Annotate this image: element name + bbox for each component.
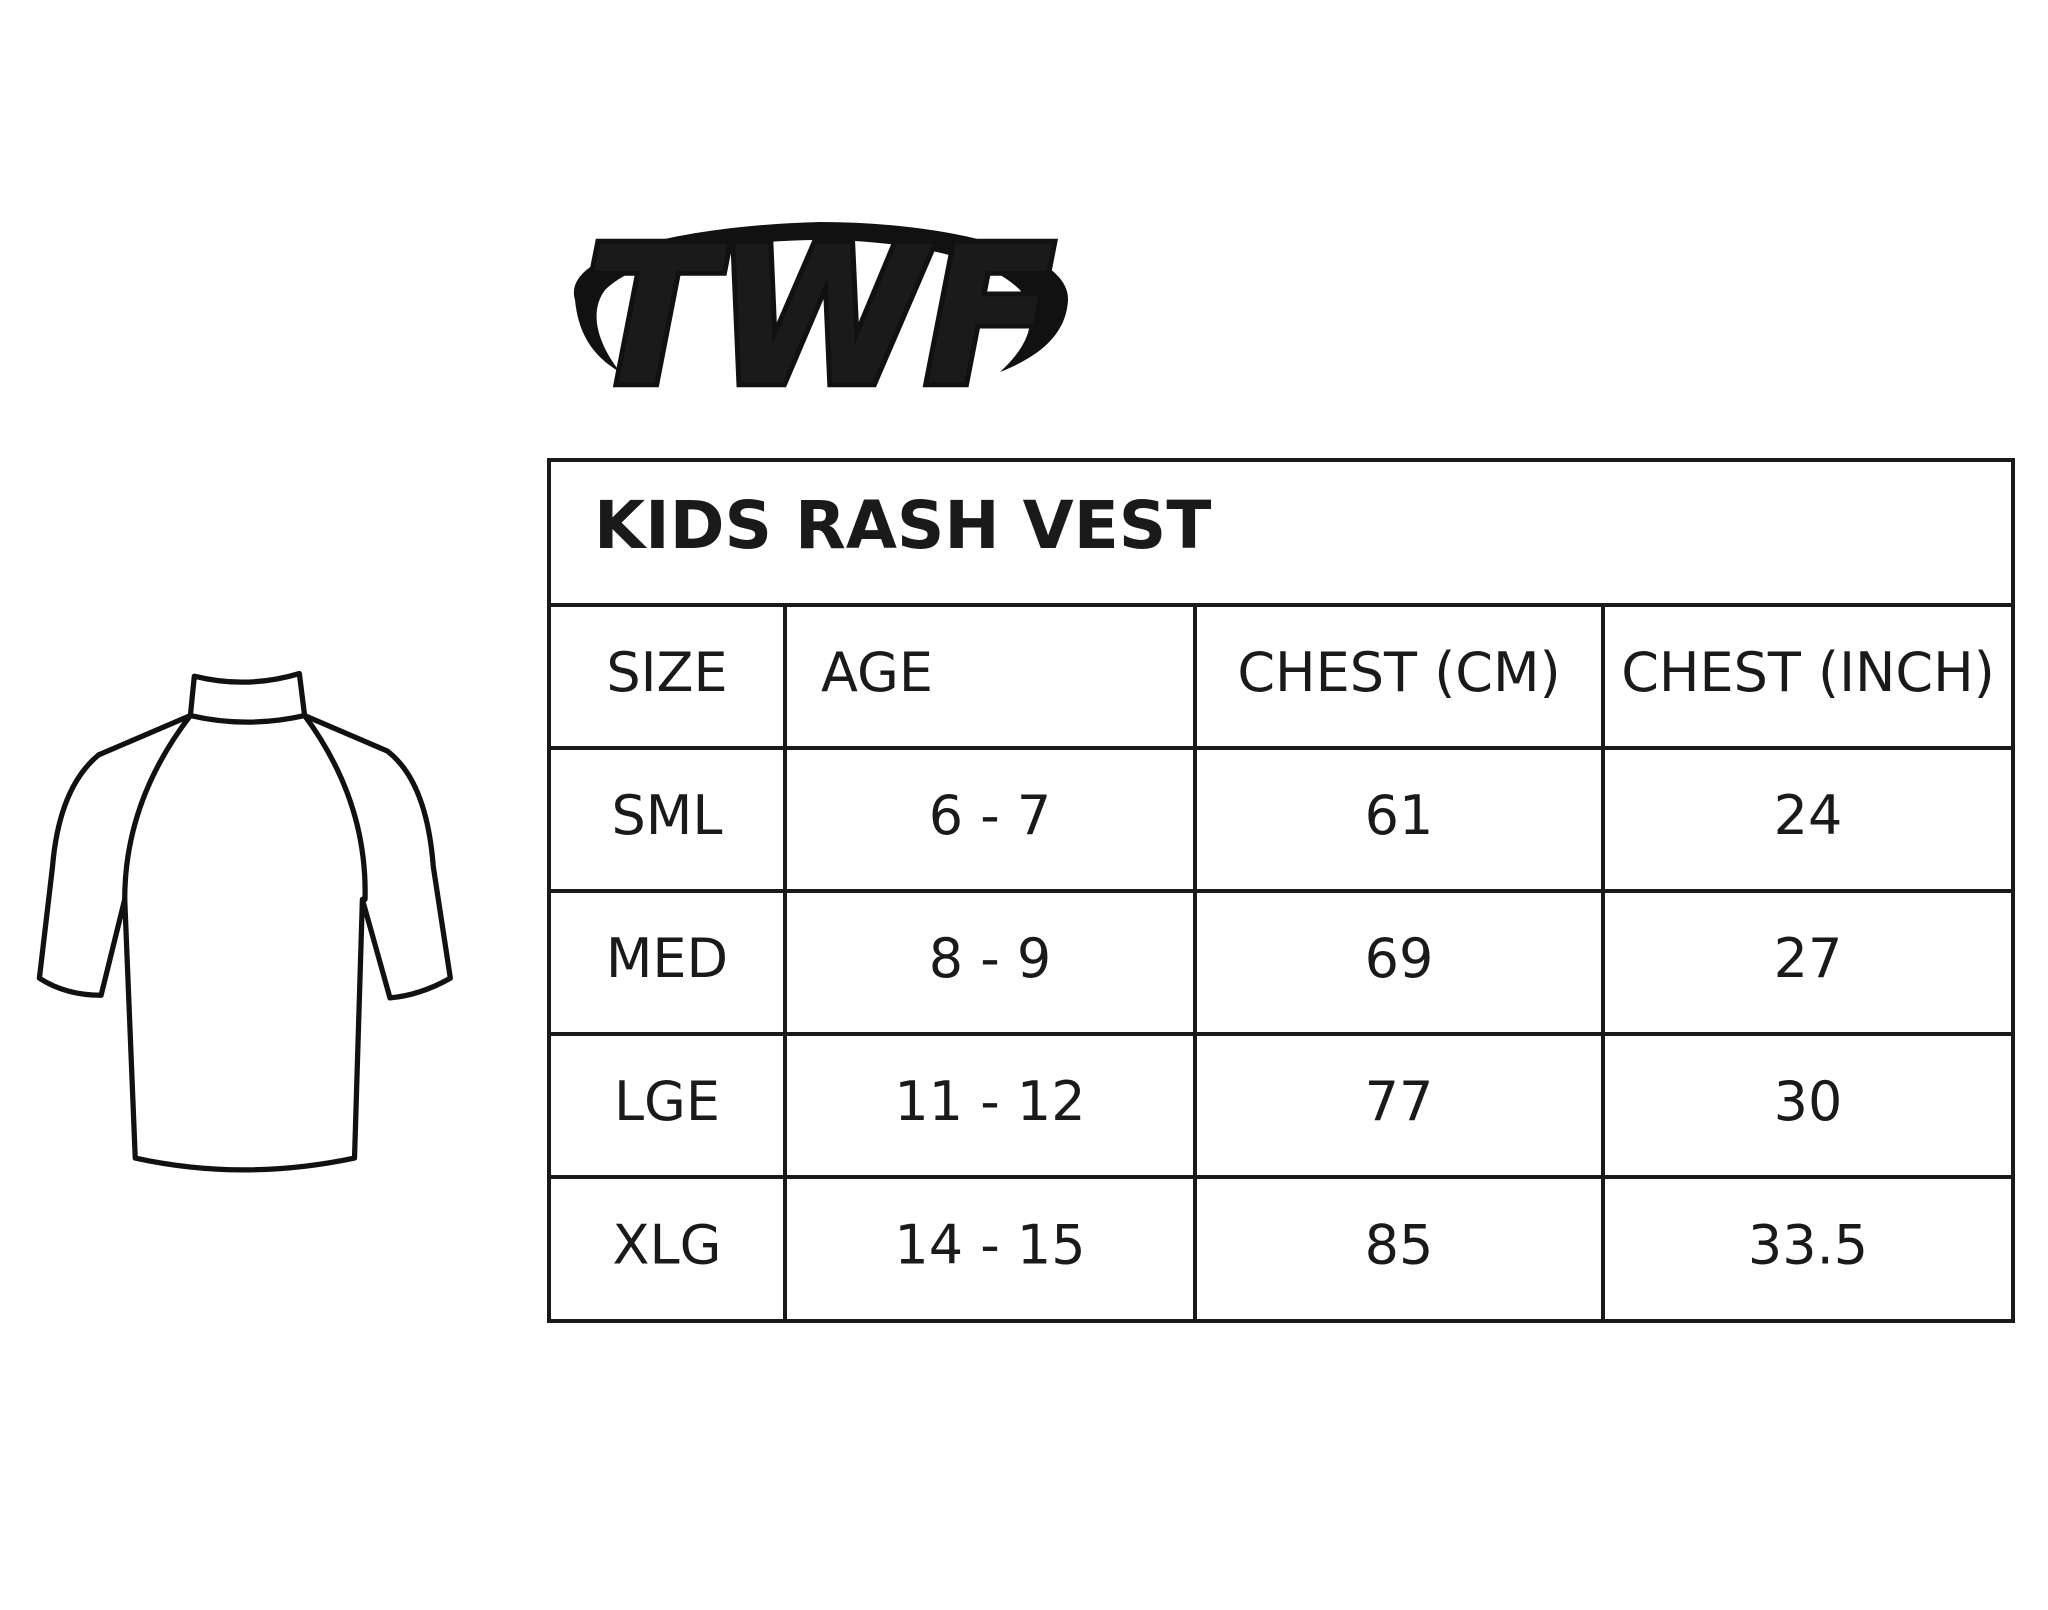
table-cell: 27	[1774, 927, 1843, 990]
header-cell: CHEST (CM)	[1237, 641, 1560, 704]
logo-swoosh	[573, 222, 1069, 372]
table-cell: XLG	[613, 1214, 722, 1277]
shirt-outline	[36, 670, 453, 1173]
header-cell: CHEST (INCH)	[1621, 641, 1995, 704]
table-cell: 11 - 12	[894, 1070, 1085, 1133]
table-cell: 8 - 9	[929, 927, 1052, 990]
table-cell: 30	[1774, 1070, 1843, 1133]
table-cell: 77	[1365, 1070, 1434, 1133]
table-cell: SML	[612, 784, 723, 847]
table-cell: 85	[1365, 1214, 1434, 1277]
header-cell: SIZE	[606, 641, 727, 704]
table-cell: 24	[1774, 784, 1843, 847]
size-table: KIDS RASH VEST SIZE AGE CHEST (CM) CHEST (I…	[547, 458, 2015, 1323]
logo: TWF	[573, 201, 1069, 432]
table-cell: 69	[1365, 927, 1434, 990]
header-cell: AGE	[821, 641, 933, 704]
logo-text: TWF	[586, 206, 1055, 427]
table-cell: LGE	[614, 1070, 720, 1133]
table-cell: MED	[606, 927, 728, 990]
table-cell: 33.5	[1748, 1214, 1868, 1277]
table-cell: 61	[1365, 784, 1434, 847]
table-title: KIDS RASH VEST	[594, 487, 1211, 564]
table-cell: 14 - 15	[894, 1214, 1085, 1277]
table-cell: 6 - 7	[929, 784, 1052, 847]
